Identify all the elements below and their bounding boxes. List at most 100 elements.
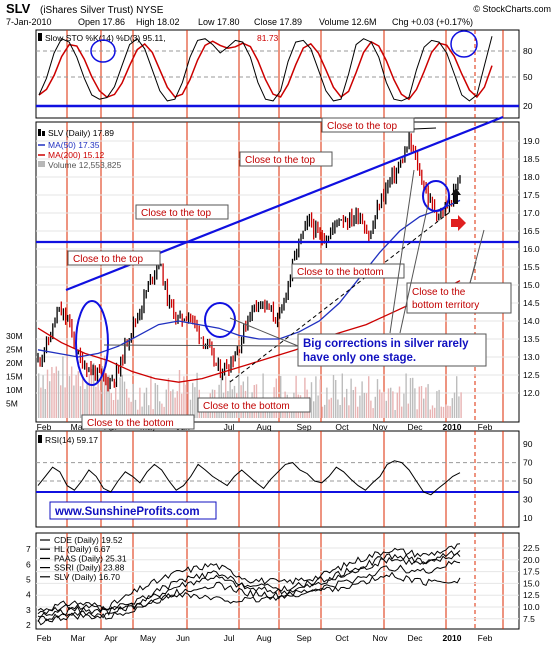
volume-bar: [38, 373, 40, 418]
miners-x-tick-2: Apr: [104, 633, 117, 643]
rsi-line: [37, 460, 461, 496]
miners-left-tick-3: 4: [26, 590, 31, 600]
volume-bar: [176, 391, 178, 418]
annotation-territory: Close to the bottom territory: [406, 282, 512, 314]
volume-bar: [247, 376, 249, 418]
volume-bar: [152, 409, 154, 418]
watermark-link[interactable]: www.SunshineProfits.com: [54, 506, 200, 518]
miners-x-axis: Feb Mar Apr May Jun Jul Aug Sep Oct Nov Dec 2010 Feb: [37, 633, 493, 643]
volume-bar: [348, 405, 350, 418]
volume-bar: [361, 381, 363, 418]
volume-bar: [449, 406, 451, 418]
volume-bar: [385, 400, 387, 418]
volume-bar: [354, 386, 357, 418]
volume-bar: [407, 403, 409, 418]
annotation-top-a-text: Close to the top: [73, 254, 143, 265]
price-tick-9: 14.5: [523, 298, 540, 308]
volume-bar: [95, 386, 97, 418]
rsi-gridlines: [36, 462, 519, 482]
big-corrections-pointers: [103, 169, 429, 347]
miners-x-tick-7: Sep: [296, 633, 311, 643]
miners-left-tick-0: 7: [26, 544, 31, 554]
volume-value: Volume 12.6M: [319, 17, 377, 27]
rsi-tick-0: 90: [523, 439, 533, 449]
volume-bar: [68, 376, 71, 418]
rsi-tick-3: 30: [523, 494, 533, 504]
miners-x-tick-11: 2010: [443, 633, 462, 643]
annotation-territory-line2: bottom territory: [412, 300, 479, 311]
price-tick-8: 15.0: [523, 280, 540, 290]
volume-bar: [194, 387, 196, 418]
volume-bar: [346, 388, 348, 418]
volume-bar: [71, 366, 73, 418]
annotation-bottom-b: Close to the bottom: [197, 397, 311, 413]
volume-bar: [57, 370, 60, 418]
volume-bar: [436, 391, 438, 418]
volume-bar: [372, 408, 374, 418]
volume-bar: [412, 377, 414, 418]
volume-tick-3: 15M: [6, 372, 23, 382]
stochastic-circle-mar: [90, 39, 116, 63]
volume-bar: [416, 409, 418, 418]
annotation-top-d-text: Close to the top: [327, 121, 397, 132]
volume-bar: [187, 381, 189, 418]
volume-bar: [324, 404, 326, 418]
volume-bar: [115, 381, 117, 418]
volume-bar: [442, 406, 445, 418]
volume-bar: [394, 410, 396, 418]
volume-bar: [341, 373, 343, 418]
miners-tick-2: 17.5: [523, 567, 540, 577]
miners-tick-1: 20.0: [523, 555, 540, 565]
volume-bar: [359, 395, 361, 418]
volume-bar: [414, 388, 416, 418]
volume-bar: [174, 397, 176, 418]
miners-line-0: [37, 543, 461, 612]
volume-bar: [62, 356, 64, 418]
volume-bar: [458, 396, 460, 418]
volume-bar: [313, 401, 315, 418]
volume-bar: [383, 391, 385, 418]
volume-bar: [183, 376, 185, 418]
volume-bar: [101, 366, 104, 418]
volume-bar: [66, 355, 68, 418]
volume-bar: [319, 379, 321, 418]
volume-bar: [150, 375, 152, 418]
volume-bar: [363, 392, 365, 418]
price-tick-2: 18.0: [523, 172, 540, 182]
miners-x-tick-4: Jun: [176, 633, 190, 643]
price-tick-11: 13.5: [523, 334, 540, 344]
volume-bar: [143, 392, 145, 418]
volume-bar: [262, 373, 264, 418]
rising-support-dashed: [229, 211, 451, 383]
volume-bar: [126, 388, 128, 418]
volume-bar: [141, 406, 143, 418]
volume-bar: [447, 405, 449, 418]
miners-tick-6: 7.5: [523, 614, 535, 624]
price-x-tick-1: Mar: [71, 422, 86, 432]
rsi-tick-2: 50: [523, 476, 533, 486]
annotation-bottom-c-text: Close to the bottom: [297, 267, 384, 278]
miners-left-tick-5: 2: [26, 620, 31, 630]
volume-bar: [108, 375, 110, 418]
volume-bar: [387, 388, 390, 418]
price-circle-mar: [75, 300, 109, 386]
volume-bar: [196, 372, 198, 418]
price-tick-4: 17.0: [523, 208, 540, 218]
volume-bar: [106, 375, 108, 418]
volume-bar: [112, 400, 115, 418]
volume-bar: [352, 390, 354, 418]
price-tick-7: 15.5: [523, 262, 540, 272]
stochastic-circle-2010: [450, 30, 478, 58]
price-tick-3: 17.5: [523, 190, 540, 200]
volume-bar: [328, 399, 330, 418]
volume-bar: [381, 392, 383, 418]
volume-bar: [339, 405, 341, 418]
volume-bar: [148, 405, 150, 418]
annotation-bottom-a-text: Close to the bottom: [87, 418, 174, 429]
rsi-legend: RSI(14) 59.17: [38, 435, 98, 445]
volume-bar: [161, 403, 163, 418]
miners-axis: 22.5 20.0 17.515.0 12.5 10.0 7.5 7 6 5 4 3 2: [26, 543, 540, 630]
big-corrections-callout: Big corrections in silver rarely have on…: [297, 333, 487, 367]
volume-bar: [365, 393, 368, 418]
stoch-tick-20: 20: [523, 101, 533, 111]
